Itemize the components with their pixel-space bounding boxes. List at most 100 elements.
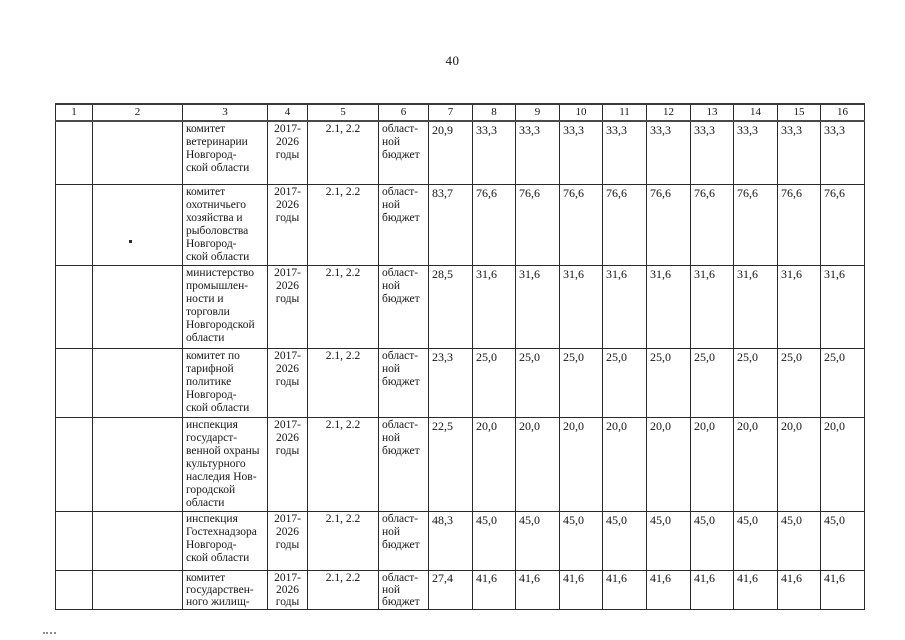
value-cell-13: 31,6 [690, 264, 734, 349]
value-cell-14: 76,6 [733, 183, 778, 266]
header-cell-5: 5 [307, 103, 379, 122]
header-cell-11: 11 [602, 103, 647, 122]
number-cell [55, 120, 93, 185]
header-cell-9: 9 [515, 103, 560, 122]
value-cell-9: 41,6 [515, 569, 560, 610]
value-cell-11: 25,0 [602, 347, 647, 418]
value-cell-8: 33,3 [472, 120, 516, 185]
value-cell-13: 20,0 [690, 416, 734, 512]
header-cell-4: 4 [267, 103, 308, 122]
tasks-cell: 2.1, 2.2 [307, 183, 379, 266]
number-cell [55, 416, 93, 512]
value-cell-10: 25,0 [559, 347, 603, 418]
value-cell-11: 45,0 [602, 510, 647, 571]
value-cell-16: 31,6 [820, 264, 865, 349]
value-cell-10: 31,6 [559, 264, 603, 349]
table-row: министерство промышлен- ности и торговли… [55, 264, 865, 349]
value-cell-16: 76,6 [820, 183, 865, 266]
header-cell-16: 16 [820, 103, 865, 122]
table-row: комитет охотничьего хозяйства и рыболовс… [55, 183, 865, 266]
value-cell-15: 41,6 [777, 569, 821, 610]
value-cell-15: 31,6 [777, 264, 821, 349]
tasks-cell: 2.1, 2.2 [307, 264, 379, 349]
value-cell-8: 41,6 [472, 569, 516, 610]
value-cell-10: 33,3 [559, 120, 603, 185]
value-cell-15: 33,3 [777, 120, 821, 185]
value-cell-8: 76,6 [472, 183, 516, 266]
value-cell-10: 45,0 [559, 510, 603, 571]
value-cell-7: 48,3 [428, 510, 473, 571]
value-cell-9: 33,3 [515, 120, 560, 185]
number-cell [55, 569, 93, 610]
header-cell-15: 15 [777, 103, 821, 122]
table-row: инспекция государст- венной охраны культ… [55, 416, 865, 512]
years-cell: 2017- 2026 годы [267, 347, 308, 418]
value-cell-7: 28,5 [428, 264, 473, 349]
value-cell-9: 76,6 [515, 183, 560, 266]
value-cell-15: 45,0 [777, 510, 821, 571]
value-cell-12: 41,6 [646, 569, 691, 610]
value-cell-13: 25,0 [690, 347, 734, 418]
value-cell-12: 76,6 [646, 183, 691, 266]
org-name-cell: инспекция Гостехнадзора Новгород- ской о… [182, 510, 268, 571]
tasks-cell: 2.1, 2.2 [307, 120, 379, 185]
measure-cell [92, 347, 183, 418]
years-cell: 2017- 2026 годы [267, 569, 308, 610]
value-cell-10: 76,6 [559, 183, 603, 266]
value-cell-11: 76,6 [602, 183, 647, 266]
org-name-cell: комитет охотничьего хозяйства и рыболовс… [182, 183, 268, 266]
value-cell-7: 83,7 [428, 183, 473, 266]
value-cell-11: 31,6 [602, 264, 647, 349]
value-cell-13: 33,3 [690, 120, 734, 185]
value-cell-14: 33,3 [733, 120, 778, 185]
value-cell-11: 20,0 [602, 416, 647, 512]
org-name-cell: инспекция государст- венной охраны культ… [182, 416, 268, 512]
value-cell-14: 25,0 [733, 347, 778, 418]
table-row: комитет по тарифной политике Новгород- с… [55, 347, 865, 418]
years-cell: 2017- 2026 годы [267, 120, 308, 185]
value-cell-16: 41,6 [820, 569, 865, 610]
value-cell-8: 45,0 [472, 510, 516, 571]
value-cell-9: 45,0 [515, 510, 560, 571]
value-cell-12: 45,0 [646, 510, 691, 571]
scan-artifact-dots [43, 632, 56, 634]
value-cell-13: 41,6 [690, 569, 734, 610]
funding-source-cell: област- ной бюджет [378, 569, 429, 610]
value-cell-9: 20,0 [515, 416, 560, 512]
org-name-cell: комитет по тарифной политике Новгород- с… [182, 347, 268, 418]
org-name-cell: комитет государствен- ного жилищ- [182, 569, 268, 610]
years-cell: 2017- 2026 годы [267, 264, 308, 349]
header-cell-3: 3 [182, 103, 268, 122]
value-cell-7: 23,3 [428, 347, 473, 418]
funding-source-cell: област- ной бюджет [378, 264, 429, 349]
value-cell-10: 41,6 [559, 569, 603, 610]
value-cell-15: 25,0 [777, 347, 821, 418]
header-cell-14: 14 [733, 103, 778, 122]
funding-source-cell: област- ной бюджет [378, 510, 429, 571]
value-cell-14: 20,0 [733, 416, 778, 512]
value-cell-16: 33,3 [820, 120, 865, 185]
value-cell-7: 22,5 [428, 416, 473, 512]
value-cell-12: 31,6 [646, 264, 691, 349]
value-cell-7: 27,4 [428, 569, 473, 610]
value-cell-13: 45,0 [690, 510, 734, 571]
value-cell-14: 45,0 [733, 510, 778, 571]
funding-source-cell: област- ной бюджет [378, 120, 429, 185]
value-cell-16: 20,0 [820, 416, 865, 512]
scan-artifact-dot [129, 240, 132, 243]
header-cell-7: 7 [428, 103, 473, 122]
years-cell: 2017- 2026 годы [267, 183, 308, 266]
value-cell-9: 31,6 [515, 264, 560, 349]
header-cell-8: 8 [472, 103, 516, 122]
value-cell-8: 31,6 [472, 264, 516, 349]
value-cell-14: 41,6 [733, 569, 778, 610]
value-cell-13: 76,6 [690, 183, 734, 266]
number-cell [55, 264, 93, 349]
value-cell-8: 20,0 [472, 416, 516, 512]
table-row: комитет государствен- ного жилищ- 2017- 2… [55, 569, 865, 610]
org-name-cell: комитет ветеринарии Новгород- ской облас… [182, 120, 268, 185]
value-cell-11: 41,6 [602, 569, 647, 610]
table-row: комитет ветеринарии Новгород- ской облас… [55, 120, 865, 185]
table-header-row: 1 2 3 4 5 6 7 8 9 10 11 12 13 14 15 16 [55, 103, 865, 122]
header-cell-12: 12 [646, 103, 691, 122]
